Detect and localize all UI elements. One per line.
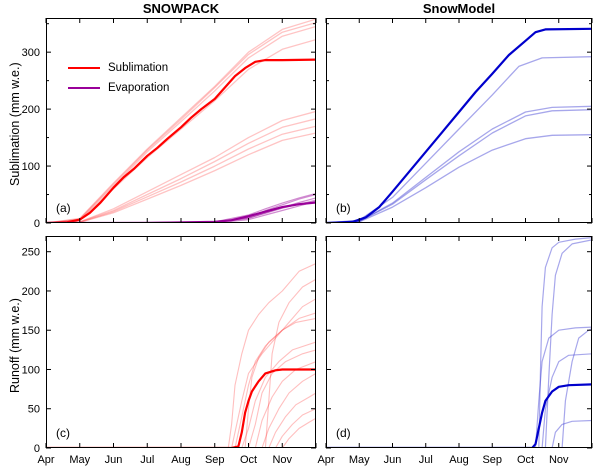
sublimation-line-swatch <box>68 67 100 69</box>
svg-text:Jul: Jul <box>140 454 154 466</box>
svg-text:Apr: Apr <box>317 454 334 466</box>
svg-text:300: 300 <box>22 47 40 59</box>
legend-item-evaporation: Evaporation <box>68 78 169 98</box>
svg-text:250: 250 <box>22 247 40 259</box>
svg-text:0: 0 <box>34 443 40 455</box>
svg-text:Nov: Nov <box>272 454 292 466</box>
y-axis-label-sublimation: Sublimation (mm w.e.) <box>8 62 22 186</box>
panel-b-plot <box>325 18 593 224</box>
svg-text:0: 0 <box>34 218 40 230</box>
evaporation-line-swatch <box>68 87 100 89</box>
svg-text:100: 100 <box>22 364 40 376</box>
panel-letter-b: (b) <box>336 201 351 215</box>
svg-text:Aug: Aug <box>171 454 191 466</box>
legend-item-sublimation: Sublimation <box>68 58 169 78</box>
svg-text:Jun: Jun <box>384 454 402 466</box>
svg-text:200: 200 <box>22 104 40 116</box>
panel-a: 0 100 200 300 Sublimation Evaporation (a) <box>22 18 317 230</box>
svg-text:Jun: Jun <box>105 454 123 466</box>
y-axis-label-runoff: Runoff (mm w.e.) <box>8 298 22 393</box>
panel-c-plot: Apr May Jun Jul Aug Sep Oct Nov 0 50 100 150 200 250 <box>22 236 317 466</box>
svg-text:May: May <box>349 454 370 466</box>
panel-letter-d: (d) <box>336 426 351 440</box>
panel-letter-c: (c) <box>56 426 70 440</box>
svg-text:Jul: Jul <box>419 454 433 466</box>
panel-b: (b) <box>325 18 593 224</box>
chart-title-snowmodel: SnowModel <box>422 1 496 16</box>
panel-c: Apr May Jun Jul Aug Sep Oct Nov 0 50 100 150 200 250 … <box>22 236 317 466</box>
chart-title-snowpack: SNOWPACK <box>142 1 220 16</box>
panel-letter-a: (a) <box>56 201 71 215</box>
panel-a-plot: 0 100 200 300 <box>22 18 317 230</box>
legend-label: Sublimation <box>108 62 169 74</box>
svg-text:100: 100 <box>22 161 40 173</box>
panel-d-plot: Apr May Jun Jul Aug Sep Oct Nov <box>317 236 593 466</box>
svg-text:Oct: Oct <box>517 454 534 466</box>
panel-d: Apr May Jun Jul Aug Sep Oct Nov (d) <box>317 236 593 466</box>
legend-label: Evaporation <box>108 82 170 94</box>
svg-text:Sep: Sep <box>482 454 502 466</box>
legend: Sublimation Evaporation <box>68 58 169 98</box>
svg-text:Apr: Apr <box>37 454 54 466</box>
svg-text:150: 150 <box>22 325 40 337</box>
svg-text:50: 50 <box>28 404 40 416</box>
svg-text:Nov: Nov <box>549 454 569 466</box>
svg-text:200: 200 <box>22 286 40 298</box>
svg-text:Aug: Aug <box>449 454 469 466</box>
svg-text:Sep: Sep <box>205 454 225 466</box>
svg-text:Oct: Oct <box>240 454 257 466</box>
svg-text:May: May <box>69 454 90 466</box>
